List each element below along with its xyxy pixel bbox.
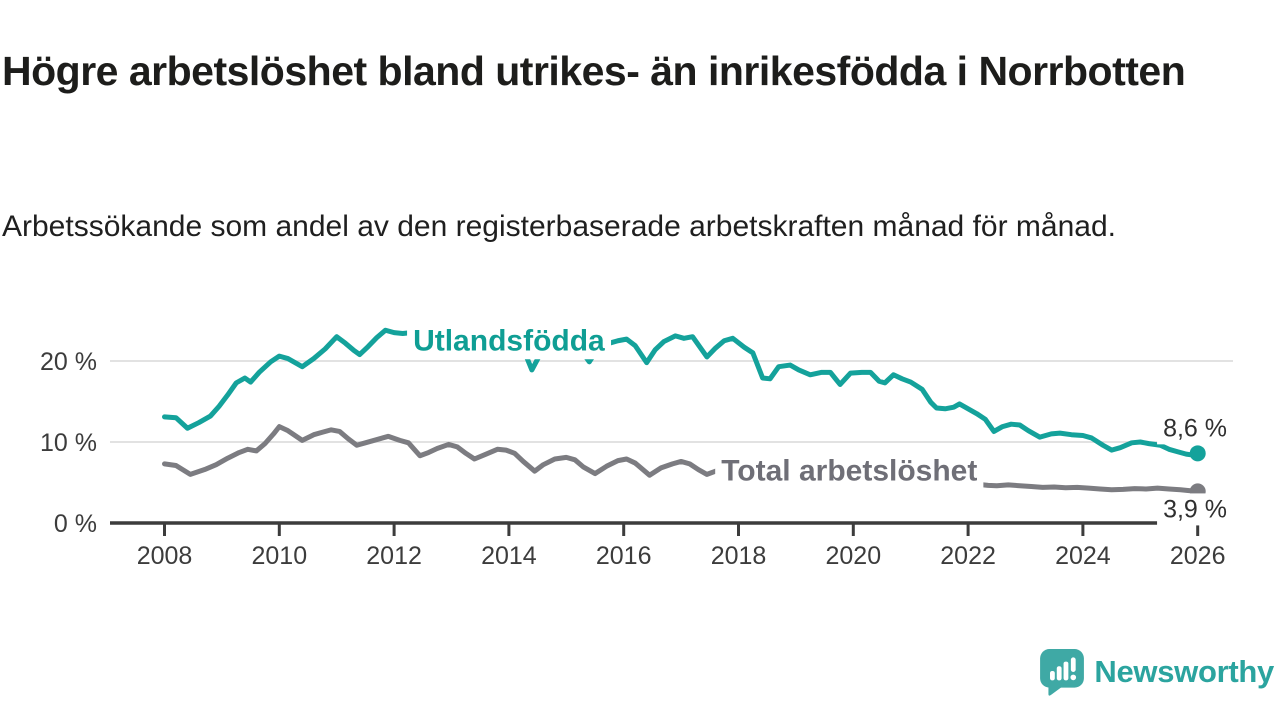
series-name-label: Utlandsfödda bbox=[407, 322, 612, 360]
series-end-dot bbox=[1189, 445, 1206, 462]
x-axis-tick-label: 2024 bbox=[1055, 542, 1111, 570]
svg-text:8,6 %: 8,6 % bbox=[1163, 414, 1227, 442]
x-axis-tick-label: 2020 bbox=[825, 542, 881, 570]
x-axis-tick-label: 2014 bbox=[481, 542, 537, 570]
chart-subtitle: Arbetssökande som andel av den registerb… bbox=[2, 210, 1116, 243]
page-title: Högre arbetslöshet bland utrikes- än inr… bbox=[2, 48, 1186, 95]
x-axis-tick-label: 2018 bbox=[711, 542, 767, 570]
x-axis-tick-label: 2026 bbox=[1170, 542, 1226, 570]
series-line bbox=[162, 424, 1201, 494]
svg-text:Total arbetslöshet: Total arbetslöshet bbox=[721, 455, 977, 488]
label-halo bbox=[1157, 493, 1233, 526]
newsworthy-logo-text: Newsworthy bbox=[1094, 654, 1274, 689]
svg-text:3,9 %: 3,9 % bbox=[1163, 495, 1227, 523]
y-axis-tick-label: 10 % bbox=[40, 429, 97, 457]
series-name-label: Total arbetslöshet bbox=[715, 452, 984, 490]
label-halo bbox=[715, 452, 984, 490]
x-axis-tick-label: 2012 bbox=[366, 542, 422, 570]
newsworthy-logo-icon bbox=[1040, 649, 1085, 696]
x-axis-tick-label: 2008 bbox=[137, 542, 193, 570]
y-axis-tick-label: 0 % bbox=[54, 510, 97, 538]
series-end-value-label: 3,9 % bbox=[1157, 493, 1233, 526]
x-axis-tick-label: 2022 bbox=[940, 542, 996, 570]
x-axis-tick-label: 2016 bbox=[596, 542, 652, 570]
svg-text:Utlandsfödda: Utlandsfödda bbox=[413, 324, 605, 357]
x-axis-tick-label: 2010 bbox=[251, 542, 307, 570]
y-axis-tick-label: 20 % bbox=[40, 348, 97, 376]
newsworthy-branding: Newsworthy bbox=[1039, 648, 1274, 696]
series-end-value-label: 8,6 % bbox=[1157, 412, 1233, 445]
series-line bbox=[162, 327, 1201, 458]
label-halo bbox=[1157, 412, 1233, 445]
label-halo bbox=[407, 322, 612, 360]
